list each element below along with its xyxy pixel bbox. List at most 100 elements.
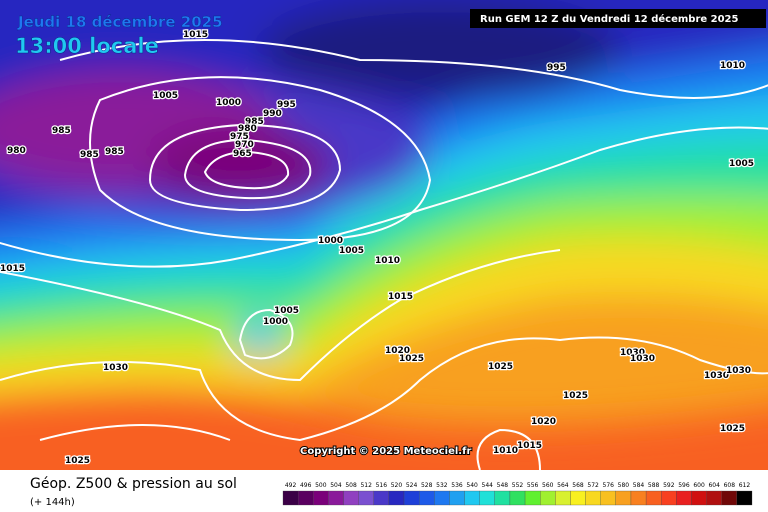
legend-label: 540 <box>466 482 478 489</box>
isobar-label: 1030 <box>620 348 645 358</box>
legend-label: 592 <box>663 482 675 489</box>
legend-swatch <box>676 490 692 506</box>
isobars <box>0 39 768 470</box>
legend-label: 564 <box>557 482 569 489</box>
legend-swatch <box>691 490 707 506</box>
legend-swatch <box>494 490 511 506</box>
isobar-label: 985 <box>52 126 71 136</box>
legend-swatch <box>313 490 329 506</box>
legend-swatch <box>388 490 405 506</box>
legend-swatch <box>297 490 314 506</box>
isobar-label: 975 <box>230 132 249 142</box>
legend-swatch <box>509 490 526 506</box>
legend-swatch <box>449 490 465 506</box>
isobar-label: 1025 <box>720 424 745 434</box>
legend-label: 492 <box>285 482 297 489</box>
legend-swatch <box>434 490 450 506</box>
legend-label: 556 <box>527 482 539 489</box>
legend-label: 568 <box>572 482 584 489</box>
run-info: Run GEM 12 Z du Vendredi 12 décembre 202… <box>480 13 739 25</box>
footer-title: Géop. Z500 & pression au sol <box>30 476 237 492</box>
isobar-label: 1025 <box>399 354 424 364</box>
legend-label: 512 <box>360 482 372 489</box>
isobar-label: 1000 <box>318 236 343 246</box>
legend-swatch <box>358 490 374 506</box>
legend-label: 520 <box>391 482 403 489</box>
legend-label: 524 <box>406 482 418 489</box>
isobar-label: 1030 <box>103 363 128 373</box>
isobar-label: 980 <box>7 146 26 156</box>
legend-label: 516 <box>376 482 388 489</box>
forecast-time: 13:00 locale <box>15 34 159 58</box>
legend-swatch <box>570 490 586 506</box>
legend-label: 500 <box>315 482 327 489</box>
legend-swatch <box>706 490 722 506</box>
legend-label: 560 <box>542 482 554 489</box>
legend-swatch <box>328 490 344 506</box>
isobar-label: 1015 <box>183 30 208 40</box>
isobar-label: 1010 <box>720 61 745 71</box>
isobar-label: 1030 <box>726 366 751 376</box>
isobar-label: 1030 <box>704 371 729 381</box>
isobar-label: 980 <box>238 124 257 134</box>
isobar-label: 1000 <box>263 317 288 327</box>
legend-swatch <box>645 490 662 506</box>
legend-label: 588 <box>648 482 660 489</box>
isobar-label: 1005 <box>274 306 299 316</box>
legend-label: 576 <box>603 482 615 489</box>
isobar-label: 1020 <box>531 417 556 427</box>
isobar-label: 970 <box>235 140 254 150</box>
isobar-label: 1010 <box>493 446 518 456</box>
legend-label: 552 <box>512 482 524 489</box>
legend-swatch <box>524 490 541 506</box>
forecast-date: Jeudi 18 décembre 2025 <box>17 13 223 31</box>
isobar-label: 985 <box>245 117 264 127</box>
legend-label: 580 <box>618 482 630 489</box>
isobar-label: 1030 <box>630 354 655 364</box>
legend-swatch <box>736 490 753 506</box>
legend-swatch <box>479 490 495 506</box>
legend-label: 604 <box>708 482 720 489</box>
isobar-label: 1025 <box>65 456 90 466</box>
legend-swatch <box>540 490 556 506</box>
isobar-label: 1025 <box>563 391 588 401</box>
isobar-label: 1010 <box>375 256 400 266</box>
legend-swatch <box>600 490 616 506</box>
isobar-label: 1015 <box>0 264 25 274</box>
legend-label: 548 <box>497 482 509 489</box>
isobar-label: 1015 <box>388 292 413 302</box>
isobar-label: 965 <box>233 149 252 159</box>
legend-label: 508 <box>345 482 357 489</box>
copyright: Copyright © 2025 Meteociel.fr <box>300 446 471 457</box>
legend-label: 608 <box>724 482 736 489</box>
isobar-label: 1015 <box>517 441 542 451</box>
legend-label: 532 <box>436 482 448 489</box>
isobar-label: 995 <box>547 63 566 73</box>
legend-label: 584 <box>633 482 645 489</box>
isobar-label: 995 <box>277 100 296 110</box>
legend-swatch <box>373 490 390 506</box>
isobar-label: 1020 <box>385 346 410 356</box>
legend-label: 528 <box>421 482 433 489</box>
run-box <box>470 9 766 28</box>
isobar-label: 1005 <box>339 246 364 256</box>
legend-label: 504 <box>330 482 342 489</box>
isobar-label: 1025 <box>488 362 513 372</box>
legend-swatch <box>585 490 601 506</box>
legend-swatch <box>403 490 420 506</box>
legend-swatch <box>419 490 435 506</box>
legend-label: 600 <box>693 482 705 489</box>
isobar-label: 990 <box>263 109 282 119</box>
legend-label: 544 <box>482 482 494 489</box>
isobar-label: 985 <box>80 150 99 160</box>
legend-label: 536 <box>451 482 463 489</box>
legend-swatch <box>282 490 299 506</box>
legend-swatch <box>615 490 632 506</box>
legend-swatch <box>721 490 738 506</box>
legend-label: 612 <box>739 482 751 489</box>
legend-label: 496 <box>300 482 312 489</box>
legend-swatch <box>464 490 480 506</box>
isobar-label: 985 <box>105 147 124 157</box>
legend-swatch <box>661 490 677 506</box>
